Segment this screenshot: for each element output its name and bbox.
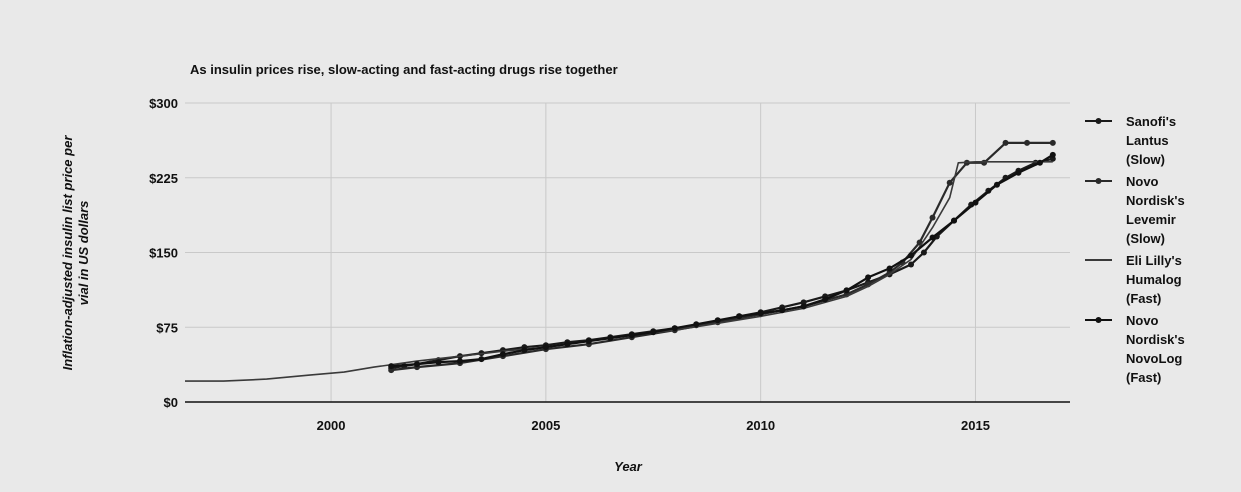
legend: Sanofi's Lantus (Slow) Novo Nordisk's Levemir… (1085, 114, 1185, 385)
legend-item-3: Eli Lilly's Humalog (Fast) (1085, 253, 1182, 306)
data-point (908, 252, 915, 259)
data-point (779, 307, 786, 314)
series-lines (185, 139, 1056, 382)
legend-marker (1095, 118, 1102, 124)
data-point (822, 296, 829, 303)
data-point (413, 361, 420, 368)
data-point (920, 249, 927, 256)
data-point (1002, 139, 1009, 146)
y-tick-label: $150 (149, 246, 178, 261)
series-3 (185, 161, 1053, 382)
data-point (628, 332, 635, 339)
data-point (1015, 169, 1022, 176)
legend-label: Novo Nordisk's NovoLog (Fast) (1126, 313, 1185, 385)
data-point (607, 335, 614, 342)
data-point (714, 317, 721, 324)
y-tick-label: $75 (156, 320, 178, 335)
data-point (1036, 159, 1043, 166)
data-point (908, 261, 915, 268)
data-point (993, 181, 1000, 188)
y-axis-label-group: Inflation-adjusted insulin list price pe… (60, 135, 91, 371)
x-axis-label: Year (614, 459, 643, 474)
legend-label: Sanofi's Lantus (Slow) (1126, 114, 1176, 167)
y-tick-label: $300 (149, 96, 178, 111)
legend-marker (1095, 178, 1102, 184)
data-point (585, 338, 592, 345)
data-point (435, 359, 442, 366)
data-point (456, 358, 463, 365)
legend-item-2: Novo Nordisk's Levemir (Slow) (1085, 174, 1185, 246)
data-point (800, 303, 807, 310)
gridlines (185, 102, 1070, 402)
y-axis-label-line-2: vial in US dollars (76, 201, 91, 306)
data-point (1049, 139, 1056, 146)
y-axis-label: Inflation-adjusted insulin list price pe… (60, 135, 75, 371)
y-tick-label: $225 (149, 171, 178, 186)
x-tick-label: 2010 (746, 418, 775, 433)
x-tick-label: 2005 (531, 418, 560, 433)
data-point (478, 356, 485, 363)
data-point (650, 329, 657, 336)
data-point (564, 341, 571, 348)
data-point (843, 287, 850, 294)
data-point (736, 313, 743, 320)
data-point (1049, 151, 1056, 158)
legend-label: Novo Nordisk's Levemir (Slow) (1126, 174, 1185, 246)
series-1 (388, 155, 1056, 372)
data-point (757, 310, 764, 317)
data-point (693, 321, 700, 328)
data-point (929, 234, 936, 241)
series-4 (388, 151, 1056, 370)
data-point (388, 363, 395, 370)
data-point (499, 351, 506, 358)
axes: $0 $75 $150 $225 $300 2000 2005 2010 2015 (149, 96, 1070, 433)
data-point (886, 265, 893, 272)
legend-item-4: Novo Nordisk's NovoLog (Fast) (1085, 313, 1185, 385)
data-point (929, 214, 936, 221)
x-tick-label: 2000 (317, 418, 346, 433)
data-point (521, 347, 528, 354)
legend-label: Eli Lilly's Humalog (Fast) (1126, 253, 1182, 306)
series-line (391, 157, 1054, 370)
series-line (391, 141, 1053, 372)
legend-item-1: Sanofi's Lantus (Slow) (1085, 114, 1176, 167)
series-line (185, 161, 1053, 382)
chart-title: As insulin prices rise, slow-acting and … (190, 62, 618, 77)
data-point (1024, 139, 1031, 146)
data-point (542, 344, 549, 351)
data-point (671, 325, 678, 332)
x-tick-label: 2015 (961, 418, 990, 433)
y-tick-label: $0 (164, 395, 178, 410)
data-point (981, 159, 988, 166)
data-point (951, 217, 958, 224)
legend-marker (1095, 317, 1102, 323)
series-line (391, 153, 1054, 368)
data-point (946, 179, 953, 186)
data-point (972, 199, 979, 206)
data-point (865, 274, 872, 281)
